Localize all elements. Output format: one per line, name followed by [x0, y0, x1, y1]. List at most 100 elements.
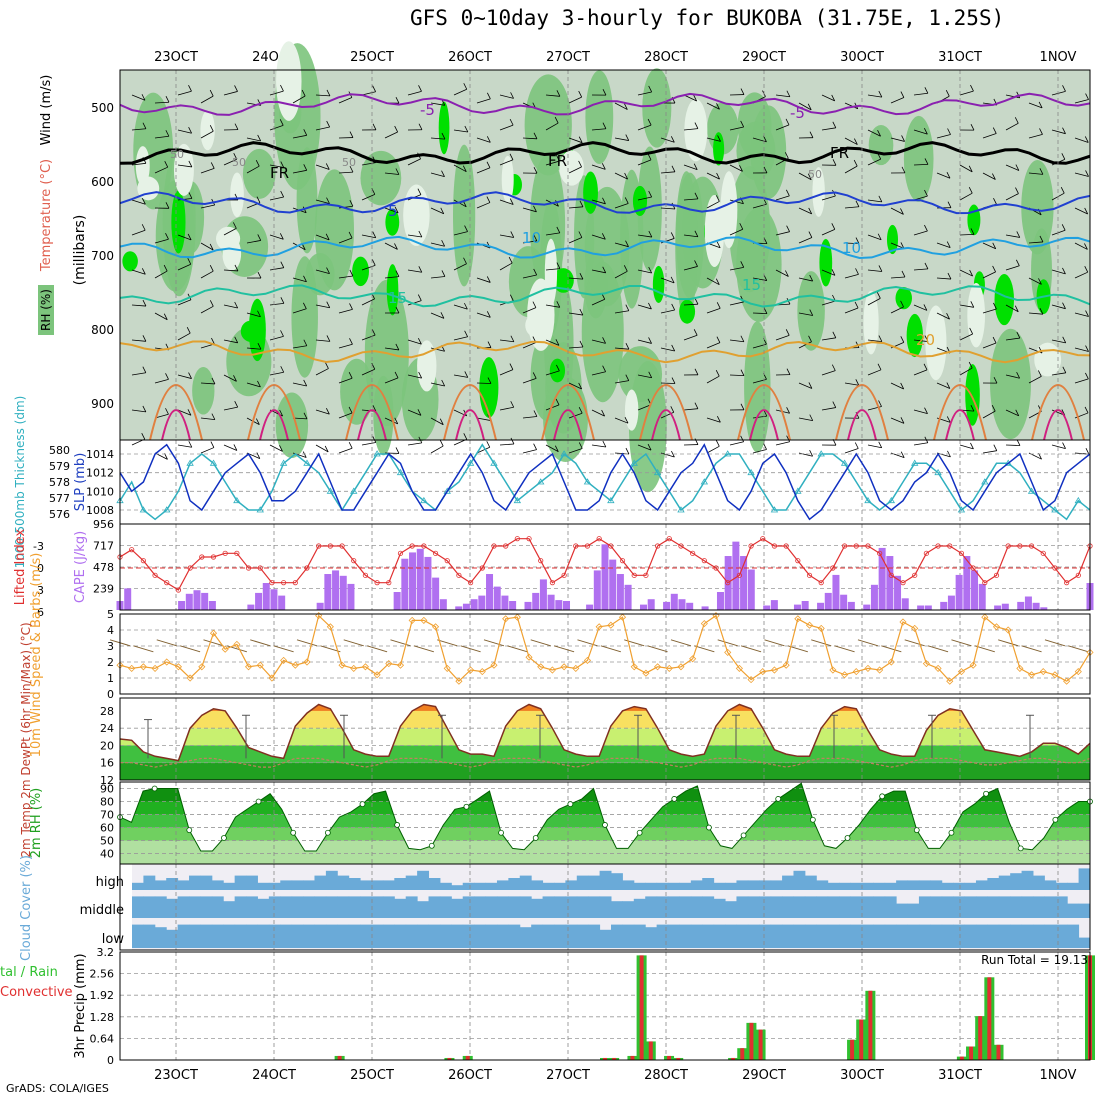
- wind-barb-flag: [947, 128, 951, 135]
- wind-barb-flag: [533, 205, 537, 212]
- lifted-index-point: [771, 543, 778, 549]
- wind-barb: [131, 339, 146, 342]
- thickness-series-marker: [887, 496, 896, 504]
- wind-barb-flag: [1062, 442, 1066, 449]
- wind-barb: [223, 339, 238, 344]
- wind-barb-flag: [326, 335, 331, 342]
- wind-barb: [430, 347, 445, 352]
- wind-barb: [545, 304, 560, 308]
- lifted-index-point: [444, 558, 450, 564]
- cloud-cell-middle: [816, 896, 829, 918]
- wind-barb: [269, 164, 284, 168]
- rh-dry-cell: [704, 195, 725, 267]
- wind-barb-flag: [785, 118, 790, 126]
- cape-bar: [1017, 601, 1025, 610]
- wind-barb-flag: [372, 85, 376, 92]
- wind-barb-flag: [694, 368, 699, 376]
- rh-dry-cell: [720, 171, 738, 249]
- cape-bar: [840, 594, 848, 610]
- wind-barb-flag: [670, 232, 675, 239]
- wind-barb-flag: [809, 309, 814, 316]
- wind-barb: [131, 409, 146, 413]
- cloud-cell-high: [1044, 880, 1057, 890]
- wind-barb: [614, 172, 628, 180]
- cloud-cell-high: [930, 880, 943, 890]
- cloud-cell-middle: [496, 896, 509, 918]
- wind10-point: [712, 612, 720, 620]
- wind-barb-flag: [211, 413, 216, 420]
- wind-barb: [729, 228, 743, 236]
- wind-barb: [591, 199, 606, 205]
- wind10-point: [128, 664, 136, 672]
- cloud-cell-middle: [553, 896, 566, 918]
- cloud-cell-middle: [1067, 903, 1080, 918]
- wind10-barb: [764, 639, 785, 647]
- wind10-point: [572, 664, 580, 672]
- wind-barb-flag: [924, 189, 928, 197]
- wind-barb: [476, 417, 491, 421]
- wind-barb: [959, 269, 973, 277]
- cape-bar: [547, 594, 555, 610]
- wind-barb-flag: [648, 302, 652, 310]
- cape-bar: [732, 541, 740, 610]
- wind-barb-flag: [716, 241, 721, 248]
- lifted-index-point: [503, 543, 509, 549]
- wind-barb: [568, 346, 583, 349]
- wind-barb-flag: [809, 414, 814, 421]
- isotherm-line: [119, 235, 1091, 260]
- cloud-cell-low: [941, 924, 954, 948]
- wind10-point: [887, 658, 895, 666]
- wind-barb: [476, 446, 490, 454]
- wind-barb-flag: [924, 87, 929, 94]
- thickness-tick: 579: [49, 460, 70, 473]
- thickness-series-marker: [840, 459, 849, 466]
- wind-barb: [821, 228, 835, 236]
- cloud-cell-high: [839, 882, 851, 890]
- wind-barb-flag: [901, 166, 906, 174]
- wind-barb-flag: [1038, 278, 1042, 285]
- wind10-point: [934, 664, 942, 672]
- cloud-cell-low: [280, 924, 293, 948]
- wind10-barb: [624, 639, 645, 647]
- cloud-cell-middle: [656, 896, 669, 918]
- run-total: Run Total = 19.13: [981, 953, 1088, 967]
- pressure-axis-label: (millibars): [72, 215, 88, 286]
- cloud-cell-high: [1032, 875, 1045, 890]
- cloud-cell-low: [576, 924, 589, 948]
- rh-contour-label: 50: [808, 168, 822, 181]
- cloud-cell-middle: [223, 901, 236, 918]
- wind-barb: [407, 234, 422, 238]
- wind-barb-flag: [1038, 346, 1043, 354]
- wind-barb: [292, 382, 307, 387]
- wind-barb-flag: [876, 292, 881, 299]
- wind-barb: [338, 343, 353, 349]
- cape-bar: [316, 602, 324, 610]
- wind10-barb: [647, 645, 668, 653]
- cloud-cell-high: [702, 878, 715, 890]
- lifted-index-point: [806, 572, 813, 578]
- wind-barb: [867, 234, 882, 241]
- wind-barb: [200, 305, 214, 314]
- wind10-point: [946, 677, 954, 685]
- rh-dry-cell: [403, 184, 430, 246]
- wind-barb: [246, 165, 260, 174]
- wind-barb-flag: [1085, 170, 1089, 177]
- wind-barb: [867, 158, 881, 166]
- cloud-cell-middle: [337, 896, 350, 918]
- wind-barb: [545, 339, 560, 346]
- wind-barb-flag: [509, 153, 514, 160]
- wind-barb-flag: [234, 123, 239, 130]
- precip-convective-bar: [740, 1048, 745, 1060]
- cloud-cell-middle: [953, 896, 966, 918]
- cloud-cell-low: [953, 924, 966, 948]
- wind-barb-flag: [348, 231, 353, 239]
- wind-barb: [338, 377, 353, 384]
- wind-barb-flag: [671, 450, 675, 458]
- cloud-cell-low: [200, 924, 213, 948]
- wind-barb-flag: [1062, 302, 1066, 309]
- lifted-index-point: [643, 572, 649, 578]
- wind-barb-flag: [1016, 231, 1021, 238]
- wind-barb-flag: [946, 382, 951, 389]
- wind-barb-flag: [715, 278, 720, 285]
- rh2m-point: [324, 829, 331, 836]
